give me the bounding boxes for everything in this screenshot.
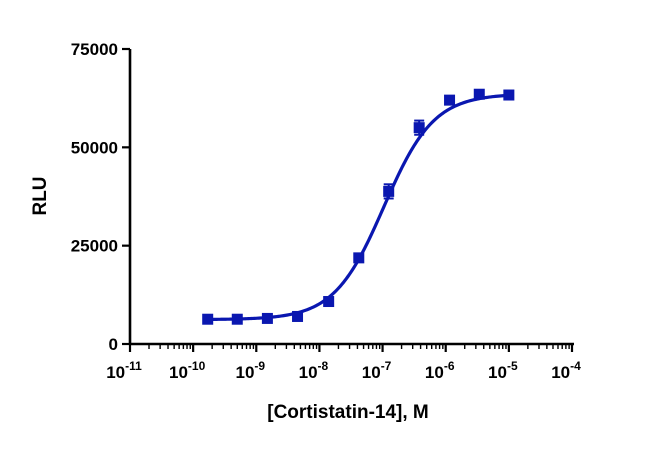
fit-curve-layer (207, 93, 509, 322)
data-point (353, 252, 365, 264)
y-tick-label: 0 (109, 335, 118, 354)
data-point (231, 313, 243, 325)
x-axis-title: [Cortistatin-14], M (267, 402, 429, 423)
data-point (202, 313, 214, 325)
data-point (413, 122, 425, 134)
x-tick-label: 10-8 (299, 359, 329, 382)
data-points-layer (202, 88, 515, 325)
x-tick-label: 10-7 (362, 359, 392, 382)
x-tick-label: 10-6 (425, 359, 455, 382)
data-point (473, 88, 485, 100)
x-tick-label: 10-4 (551, 359, 581, 382)
data-point (292, 310, 304, 322)
x-tick-label: 10-5 (488, 359, 518, 382)
x-tick-label: 10-11 (106, 359, 142, 382)
y-tick-label: 75000 (71, 40, 118, 59)
data-point (261, 312, 273, 324)
x-tick-label: 10-9 (235, 359, 265, 382)
data-point (383, 185, 395, 197)
y-axis-title: RLU (30, 176, 51, 215)
axes: 0 25000 50000 75000 10-11 10-10 10-9 10-8 10-7 10… (71, 40, 581, 382)
data-point (323, 296, 335, 308)
data-point (503, 89, 515, 101)
fit-curve (207, 93, 509, 322)
y-tick-label: 50000 (71, 138, 118, 157)
y-tick-label: 25000 (71, 237, 118, 256)
data-point (444, 94, 456, 106)
x-tick-label: 10-10 (169, 359, 206, 382)
